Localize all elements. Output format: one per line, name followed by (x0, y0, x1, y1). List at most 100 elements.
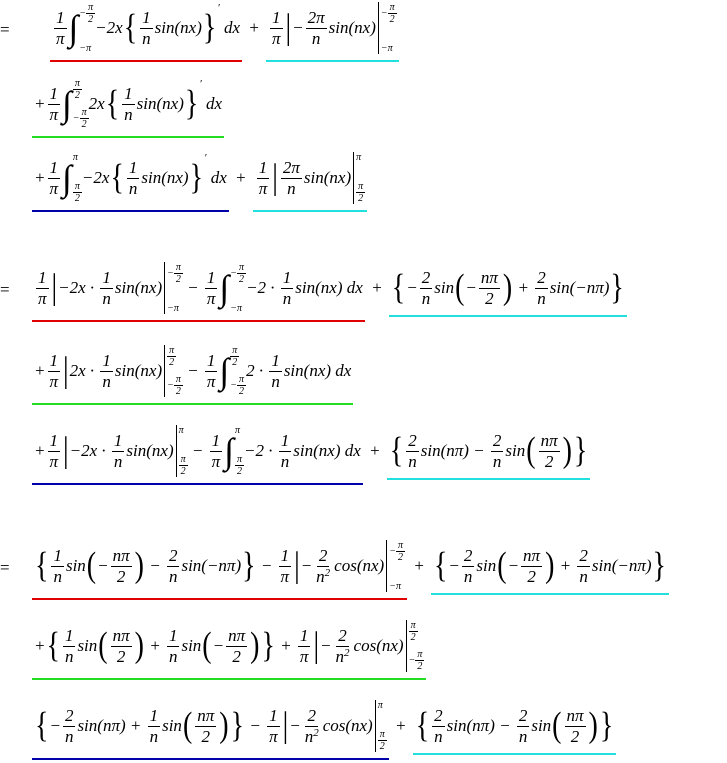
math-text: 1 (280, 545, 290, 565)
math-text: − (167, 380, 174, 391)
underlined-term: 1 π | 2π n sin(nx) π π 2 (252, 152, 368, 212)
math-text: π (239, 262, 245, 273)
delimiter: { (35, 545, 49, 586)
math-text: dx (219, 18, 241, 37)
math-text: + (144, 636, 165, 655)
upper-limit: − π 2 (79, 2, 96, 25)
math-text: n (168, 646, 178, 666)
math-text: π (269, 726, 278, 746)
numerator: 2 (166, 546, 180, 567)
fraction: nπ 2 (478, 267, 500, 309)
delimiter: ( (98, 625, 108, 666)
delimiter: ) (562, 430, 572, 471)
math-text: 2 (239, 386, 245, 397)
limits: π 2− π 2 (167, 345, 183, 397)
delimiter: } (202, 7, 217, 48)
equation-line: {−2 n sin(nπ) + 1 n sin(nπ 2)} − 1 π | −2 n 2 cos(n… (32, 700, 617, 760)
numerator: π (178, 454, 188, 466)
math-text: − (507, 556, 520, 575)
math-text: − (408, 655, 416, 666)
integral: ∫ π 2− π 2 (62, 78, 89, 130)
math-text: n (168, 566, 178, 586)
math-text: nπ (566, 705, 584, 725)
numerator: 1 (100, 351, 113, 372)
underlined-term: {−2 n sin(nπ) + 1 n sin(nπ 2)} − 1 π | −2 n 2 cos(n… (32, 700, 389, 760)
math-text: 2 (527, 566, 536, 586)
fraction: nπ 2 (226, 626, 248, 667)
lower-limit: − π 2 (73, 107, 89, 130)
denominator: n (577, 567, 590, 587)
math-text: sin(nx) dx (295, 278, 363, 297)
math-text: − (182, 278, 203, 297)
lower-limit: −π (389, 581, 405, 592)
math-text: π (410, 620, 416, 631)
math-text: + (366, 278, 387, 297)
math-text: π (280, 566, 290, 586)
math-text: sin(nπ) − (446, 716, 515, 735)
fraction: 2π n (280, 158, 302, 199)
operator: + (363, 441, 387, 469)
underlined-term: +1 π ∫ π 2− π 2 2x{1 n sin(nx)} ′ dx (32, 78, 225, 138)
numerator: 1 (62, 626, 76, 647)
equation-line: 1 π | −2x · 1 n sin(nx) − π 2 −π − 1 π ∫ − π 2 −π −2 · 1… (32, 262, 627, 322)
denominator: n (432, 727, 445, 747)
equation-line: +1 π ∫ π 2− π 2 2x{1 n sin(nx)} ′ dx (32, 78, 225, 138)
delimiter: ) (219, 705, 229, 746)
delimiter: { (389, 430, 404, 471)
delimiter: { (123, 7, 138, 48)
math-text: 2 (434, 705, 443, 725)
math-text: 1 (206, 350, 216, 370)
numerator: 1 (54, 8, 67, 29)
math-text: 2 (81, 119, 87, 130)
upper-limit: π (378, 700, 387, 711)
math-text: 1 (168, 625, 178, 645)
operator: + (242, 18, 266, 46)
math-text: −π (389, 581, 401, 592)
delimiter: } (652, 545, 666, 586)
delimiter: { (415, 705, 430, 746)
denominator: 2 (409, 632, 418, 643)
denominator: n (285, 179, 298, 199)
math-text: 1 (102, 267, 111, 287)
fraction: nπ 2 (195, 706, 217, 747)
limits: π 2 − π 2 (72, 78, 89, 130)
math-text: −π (230, 303, 243, 314)
denominator: 2 (415, 661, 424, 672)
math-text: π (74, 181, 80, 192)
superscript: 2 (313, 726, 319, 739)
math-text: + (555, 556, 576, 575)
numerator: 2 (535, 268, 548, 289)
math-text: n (434, 726, 443, 746)
numerator: 1 (269, 351, 282, 372)
math-text: 1 (282, 267, 292, 287)
math-text: − (72, 113, 80, 124)
integral-sign: ∫ (68, 8, 79, 48)
math-text: nπ (480, 267, 498, 287)
math-text: 2 (88, 14, 94, 25)
math-text: 2 · (246, 361, 268, 380)
math-text: 2 (410, 632, 416, 643)
denominator: n (63, 727, 76, 747)
math-text: 2 (175, 386, 181, 397)
fraction: 2π n (305, 8, 327, 49)
upper-limit: π (235, 425, 244, 436)
equation-line: +{1 n sin(nπ 2) + 1 n sin(− nπ 2)} + 1 π | −2 n 2 cos… (32, 620, 427, 680)
math-text: n (492, 451, 502, 471)
integral: ∫ π π 2 (224, 425, 245, 477)
denominator: π (54, 29, 67, 49)
